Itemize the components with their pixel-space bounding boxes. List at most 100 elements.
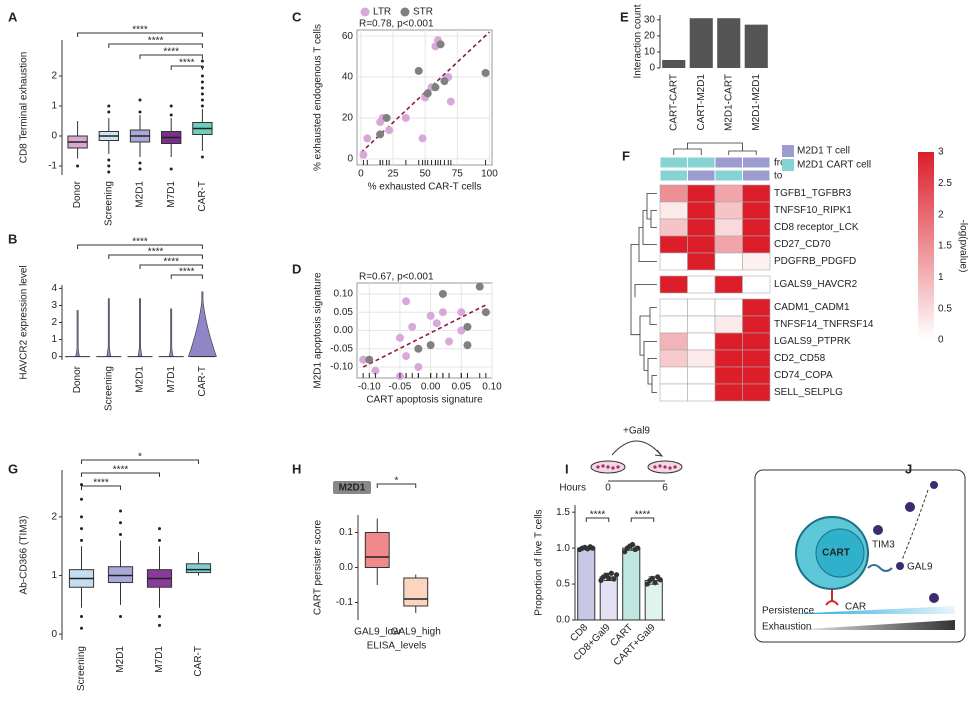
x-tick-label: 100 bbox=[481, 169, 498, 180]
gal9-free bbox=[929, 593, 939, 603]
dendrogram bbox=[639, 307, 657, 393]
row-label: SELL_SELPLG bbox=[774, 387, 843, 398]
outlier bbox=[119, 615, 122, 619]
panel-label: A bbox=[8, 9, 18, 24]
cell-dot bbox=[673, 465, 677, 469]
violin bbox=[137, 298, 143, 357]
heatmap-cell bbox=[714, 349, 743, 368]
cell-dot bbox=[616, 465, 620, 469]
treatment-label: +Gal9 bbox=[623, 426, 650, 437]
x-tick-label: 0.05 bbox=[452, 382, 472, 393]
heatmap-cell bbox=[714, 383, 743, 402]
point bbox=[652, 580, 658, 586]
heatmap-cell bbox=[687, 201, 716, 220]
point bbox=[481, 308, 490, 317]
gal9-free bbox=[930, 481, 938, 489]
y-tick-label: 10 bbox=[644, 47, 656, 58]
box bbox=[107, 566, 134, 584]
heatmap-cell bbox=[659, 218, 688, 237]
heatmap-cell bbox=[687, 366, 716, 385]
bar bbox=[599, 576, 618, 621]
point bbox=[613, 572, 620, 578]
significance-bracket bbox=[170, 274, 203, 279]
x-tick-label: M2D1 bbox=[115, 646, 126, 673]
heatmap-cell bbox=[659, 349, 688, 368]
point bbox=[481, 68, 490, 77]
annotation-cell bbox=[714, 169, 743, 182]
heatmap-cell bbox=[687, 184, 716, 203]
significance-label: **** bbox=[93, 478, 109, 489]
cell-dot bbox=[663, 465, 667, 469]
heatmap-cell bbox=[742, 366, 771, 385]
bar bbox=[744, 24, 768, 68]
x-tick-label: CAR-T bbox=[193, 646, 204, 677]
panel-label: J bbox=[905, 461, 912, 476]
y-axis-label: CART persister score bbox=[313, 519, 324, 615]
heatmap-cell bbox=[714, 298, 743, 317]
significance-bracket bbox=[81, 472, 160, 477]
time-axis-label: Hours bbox=[559, 483, 586, 494]
heatmap-cell bbox=[742, 349, 771, 368]
y-axis-label: Ab-CD366 (TIM3) bbox=[19, 516, 30, 595]
heatmap-cell bbox=[687, 218, 716, 237]
point bbox=[426, 311, 435, 320]
cell-dot bbox=[606, 465, 610, 469]
y-axis-label: Interaction count bbox=[633, 4, 644, 78]
row-label: LGALS9_PTPRK bbox=[774, 336, 851, 347]
heatmap-cell bbox=[742, 184, 771, 203]
significance-bracket bbox=[630, 517, 655, 522]
ligand-label: GAL9 bbox=[907, 562, 933, 573]
x-tick-label: 25 bbox=[387, 169, 399, 180]
x-tick-label: M7D1 bbox=[166, 366, 177, 393]
cell-dot bbox=[668, 466, 672, 470]
y-tick-label: 20 bbox=[644, 31, 656, 42]
colorbar-tick-label: 2 bbox=[938, 209, 944, 220]
persistence-wedge bbox=[790, 606, 955, 614]
outlier bbox=[138, 110, 142, 114]
y-axis-label: % exhausted endogenous T cells bbox=[313, 24, 324, 171]
heatmap-cell bbox=[687, 298, 716, 317]
y-tick-label: 3 bbox=[51, 300, 57, 311]
point bbox=[382, 113, 391, 122]
legend-swatch bbox=[782, 159, 794, 171]
significance-label: **** bbox=[113, 465, 129, 476]
y-tick-label: 60 bbox=[342, 31, 354, 42]
point bbox=[445, 337, 454, 346]
x-tick-label: -0.05 bbox=[389, 382, 412, 393]
exhaustion-wedge bbox=[790, 620, 955, 630]
y-tick-label: -1 bbox=[48, 161, 57, 172]
y-tick-label: 0.0 bbox=[339, 562, 353, 573]
significance-label: **** bbox=[635, 510, 651, 521]
heatmap-cell bbox=[714, 275, 743, 294]
significance-label: **** bbox=[163, 47, 179, 58]
significance-label: **** bbox=[132, 25, 148, 36]
outlier bbox=[107, 110, 111, 114]
colorbar-label: -log(pvalue) bbox=[957, 220, 968, 273]
y-tick-label: 20 bbox=[342, 113, 354, 124]
heatmap-cell bbox=[687, 315, 716, 334]
y-tick-label: 0.1 bbox=[339, 527, 353, 538]
significance-bracket bbox=[139, 264, 203, 269]
row-label: CD8 receptor_LCK bbox=[774, 222, 859, 233]
exhaustion-label: Exhaustion bbox=[762, 622, 811, 633]
tag-box bbox=[333, 481, 371, 494]
heatmap-cell bbox=[714, 252, 743, 271]
y-axis-label: Proportion of live T cells bbox=[534, 509, 545, 615]
heatmap-cell bbox=[714, 201, 743, 220]
significance-label: * bbox=[138, 452, 142, 463]
y-tick-label: 4 bbox=[51, 283, 57, 294]
point bbox=[418, 134, 427, 143]
point bbox=[657, 577, 663, 583]
point bbox=[622, 549, 628, 555]
row-label: TNFSF10_RIPK1 bbox=[774, 205, 852, 216]
cell-dot bbox=[596, 465, 600, 469]
gal9-bound bbox=[896, 562, 904, 570]
x-tick-label: CART-M2D1 bbox=[696, 74, 707, 131]
significance-bracket bbox=[139, 54, 203, 59]
x-tick-label: M2D1 bbox=[135, 181, 146, 208]
x-tick-label: GAL9_low bbox=[354, 627, 401, 638]
heatmap-cell bbox=[742, 275, 771, 294]
heatmap-cell bbox=[659, 332, 688, 351]
colorbar-tick-label: 1 bbox=[938, 272, 944, 283]
point bbox=[438, 289, 447, 298]
